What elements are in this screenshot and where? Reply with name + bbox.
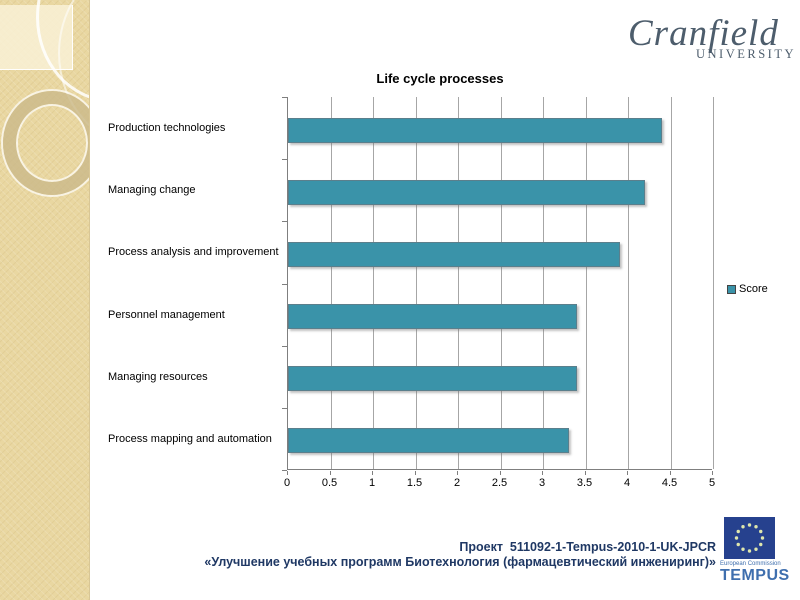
decorative-sidebar — [0, 0, 90, 600]
y-axis-tick — [282, 97, 287, 98]
y-axis-tick — [282, 159, 287, 160]
decorative-ring — [3, 91, 89, 195]
grid-line — [373, 97, 374, 469]
grid-line — [628, 97, 629, 469]
tempus-logo: European Commission TEMPUS — [720, 517, 790, 585]
x-axis-tick — [669, 471, 671, 475]
x-axis-tick — [372, 471, 373, 475]
project-footer: Проект 511092-1-Tempus-2010-1-UK-JPCR «У… — [204, 540, 716, 570]
category-label: Process mapping and automation — [108, 432, 272, 445]
grid-line — [415, 97, 417, 469]
x-axis-tick — [627, 471, 628, 475]
x-axis-tick — [542, 471, 543, 475]
x-tick-label: 3 — [538, 477, 546, 489]
eu-flag-icon — [723, 517, 775, 559]
category-label: Production technologies — [108, 122, 226, 135]
y-axis-tick — [282, 408, 287, 409]
tempus-wordmark: TEMPUS — [720, 567, 790, 584]
grid-line — [500, 97, 502, 469]
x-axis-tick — [414, 471, 416, 475]
bar — [288, 366, 577, 392]
grid-line — [330, 97, 332, 469]
x-tick-label: 2.5 — [491, 477, 508, 489]
project-title: «Улучшение учебных программ Биотехнологи… — [204, 555, 716, 569]
category-label: Personnel management — [108, 308, 225, 321]
bar — [288, 304, 577, 330]
x-axis-tick — [329, 471, 331, 475]
grid-line — [585, 97, 587, 469]
y-axis-tick — [282, 284, 287, 285]
x-tick-label: 1.5 — [406, 477, 423, 489]
chart-legend: Score — [727, 283, 768, 295]
category-axis-labels: Production technologies Managing change Pr… — [108, 97, 286, 470]
x-axis-tick — [712, 471, 713, 475]
y-axis-tick — [282, 221, 287, 222]
plot-area — [287, 97, 714, 470]
x-tick-label: 0.5 — [321, 477, 338, 489]
x-axis-tick — [287, 471, 288, 475]
eu-stars-icon — [734, 523, 764, 553]
bar — [288, 428, 569, 454]
legend-label: Score — [739, 283, 768, 295]
y-axis-tick — [282, 470, 287, 471]
grid-line — [670, 97, 672, 469]
grid-line — [458, 97, 459, 469]
bar — [288, 179, 645, 205]
y-axis-ticks — [282, 97, 287, 471]
x-tick-label: 3.5 — [576, 477, 593, 489]
x-axis-tick — [499, 471, 501, 475]
x-tick-label: 4 — [623, 477, 631, 489]
category-label: Managing change — [108, 184, 196, 197]
logo-wordmark: Cranfield — [628, 13, 779, 54]
x-tick-label: 2 — [453, 477, 461, 489]
logo-subtitle: UNIVERSITY — [696, 46, 796, 61]
y-axis-tick — [282, 346, 287, 347]
x-tick-label: 5 — [708, 477, 716, 489]
x-tick-label: 0 — [283, 477, 291, 489]
x-axis-ticks — [287, 471, 713, 475]
x-axis-labels: 0 0.5 1 1.5 2 2.5 3 3.5 4 4.5 5 — [283, 477, 716, 491]
category-label: Managing resources — [108, 370, 208, 383]
x-axis-tick — [457, 471, 458, 475]
legend-color-swatch — [727, 284, 736, 294]
bar — [288, 241, 620, 267]
x-axis-tick — [584, 471, 586, 475]
cranfield-university-logo: Cranfield UNIVERSITY — [628, 13, 796, 62]
grid-line — [713, 97, 714, 469]
x-tick-label: 4.5 — [661, 477, 678, 489]
european-commission-caption: European Commission — [720, 561, 781, 567]
category-label: Process analysis and improvement — [108, 246, 279, 259]
project-number: Проект 511092-1-Tempus-2010-1-UK-JPCR — [459, 540, 716, 554]
x-tick-label: 1 — [368, 477, 376, 489]
bar — [288, 117, 662, 143]
chart-title: Life cycle processes — [376, 71, 504, 86]
grid-line — [543, 97, 544, 469]
